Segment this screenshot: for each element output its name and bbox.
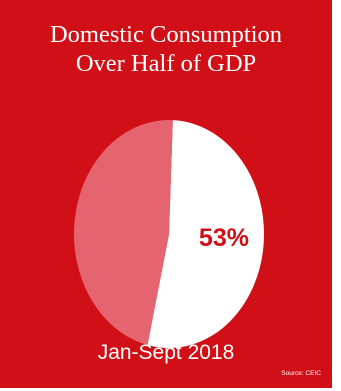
pie-slice-label-0: 53%: [199, 224, 249, 252]
pie-slice-0: [147, 120, 264, 348]
chart-title: Domestic Consumption Over Half of GDP: [0, 20, 332, 78]
period-label: Jan-Sept 2018: [97, 341, 235, 364]
pie-chart: 53%: [73, 120, 264, 348]
bottom-margin: [0, 388, 341, 391]
chart-title-line-2: Over Half of GDP: [75, 50, 257, 77]
source-note: Source: CEIC: [281, 370, 321, 377]
pie-slices: [73, 120, 264, 348]
pie-slice-1: [73, 120, 173, 346]
pie-labels: 53%: [199, 224, 249, 252]
right-margin: [332, 0, 341, 391]
chart-title-line-1: Domestic Consumption: [49, 21, 283, 48]
